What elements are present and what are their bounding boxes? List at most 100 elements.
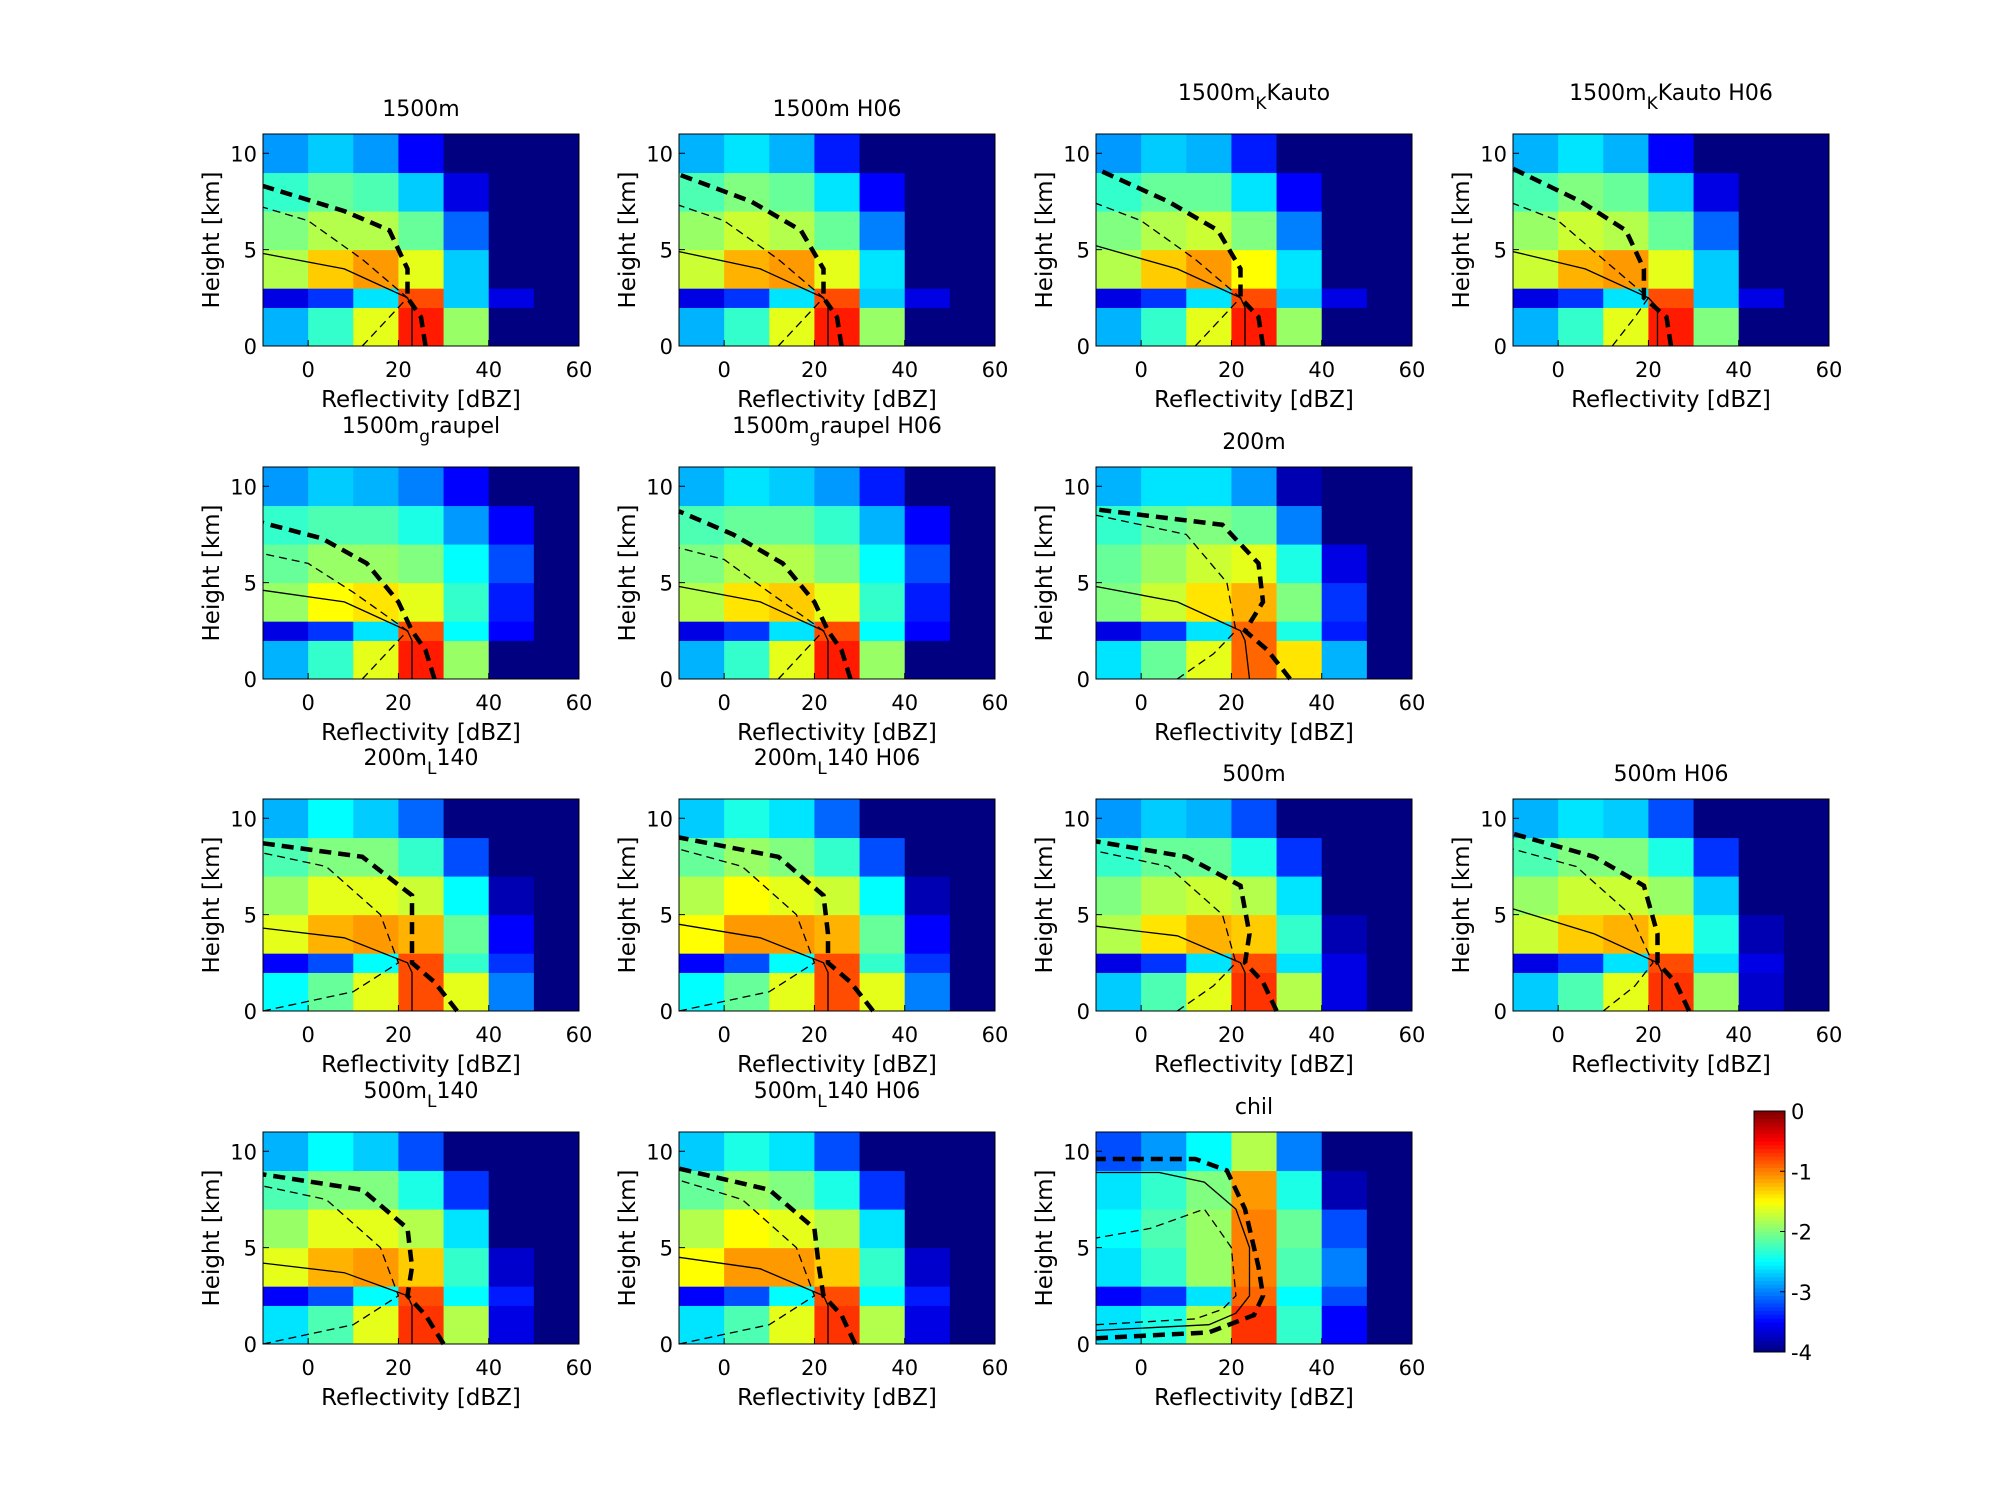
heatmap-cell	[1276, 505, 1323, 545]
heatmap-cell	[1186, 621, 1232, 641]
y-tick-label: 5	[1494, 904, 1507, 928]
y-axis-label: Height [km]	[615, 836, 641, 973]
heatmap-cell	[904, 1209, 951, 1249]
heatmap-cell	[949, 544, 996, 584]
heatmap-cell	[1603, 914, 1649, 954]
y-axis-label: Height [km]	[199, 171, 225, 308]
heatmap-cell	[398, 505, 445, 545]
heatmap-cell	[488, 640, 535, 680]
heatmap-cell	[724, 307, 770, 347]
heatmap-cell	[769, 972, 815, 1012]
profile-line	[1512, 908, 1663, 1011]
heatmap-cell	[679, 914, 725, 954]
colorbar-swatch	[1754, 1114, 1785, 1120]
heatmap-cell	[814, 837, 861, 877]
heatmap-cell	[949, 837, 996, 877]
heatmap-cell	[814, 544, 861, 584]
heatmap-cell	[949, 876, 996, 916]
heatmap-cell	[904, 544, 951, 584]
heatmap-cell	[443, 1209, 490, 1249]
title-part: chil	[1235, 1095, 1273, 1120]
heatmap-cell	[1231, 1305, 1278, 1345]
heatmap-cell	[949, 211, 996, 251]
heatmap-cell	[679, 640, 725, 680]
heatmap-cell	[679, 249, 725, 289]
y-tick-label: 10	[1063, 1140, 1090, 1164]
heatmap-cell	[1603, 172, 1649, 212]
heatmap-cell	[724, 249, 770, 289]
heatmap-cell	[859, 1286, 906, 1306]
colorbar-swatch	[1754, 1118, 1785, 1123]
heatmap-cell	[859, 621, 906, 641]
heatmap-cell	[1366, 1305, 1413, 1345]
profile-line	[678, 835, 875, 1013]
colorbar-swatch	[1754, 1272, 1785, 1278]
heatmap-cell	[1186, 544, 1232, 584]
x-tick-label: 60	[1816, 358, 1843, 382]
heatmap-cell	[679, 953, 725, 973]
heatmap-cell	[398, 876, 445, 916]
heatmap-cell	[679, 876, 725, 916]
heatmap-cell	[1513, 134, 1559, 174]
profile-line	[262, 852, 400, 1012]
heatmap-cell	[1366, 1286, 1413, 1306]
heatmap-cell	[353, 799, 399, 839]
colorbar-swatch	[1754, 1152, 1785, 1157]
x-axis-label: Reflectivity [dBZ]	[737, 1385, 937, 1411]
panel-title: 1500mgraupel H06	[732, 414, 942, 447]
heatmap-cell	[1513, 799, 1559, 839]
x-tick-label: 20	[801, 1356, 828, 1380]
x-tick-label: 60	[982, 358, 1009, 382]
heatmap-cell	[1738, 249, 1785, 289]
heatmap-cell	[443, 1247, 490, 1287]
axes-frame	[1095, 798, 1413, 1012]
heatmap-cell	[724, 211, 770, 251]
heatmap-cell	[488, 134, 535, 174]
x-tick-label: 0	[717, 1356, 730, 1380]
colorbar-swatch	[1754, 1314, 1785, 1319]
x-tick-label: 0	[717, 691, 730, 715]
heatmap-cell	[308, 1132, 354, 1172]
heatmap-cell	[533, 505, 580, 545]
heatmap-cell	[949, 307, 996, 347]
colorbar-tick-label: -3	[1791, 1281, 1812, 1305]
title-part: 500m H06	[1614, 762, 1729, 787]
y-axis-label: Height [km]	[199, 836, 225, 973]
heatmap-cell	[1186, 640, 1232, 680]
x-tick-label: 40	[1308, 1356, 1335, 1380]
y-tick-label: 0	[660, 668, 673, 692]
heatmap-cell	[1276, 1247, 1323, 1287]
heatmap-cell	[1321, 134, 1368, 174]
colorbar-swatch	[1754, 1348, 1785, 1353]
heatmap-cell	[1096, 544, 1142, 584]
x-tick-label: 0	[301, 1356, 314, 1380]
heatmap-cell	[533, 972, 580, 1012]
heatmap-cell	[308, 953, 354, 973]
heatmap-cell	[488, 544, 535, 584]
x-tick-label: 20	[801, 358, 828, 382]
x-tick-label: 60	[1816, 1023, 1843, 1047]
heatmap-cell	[1321, 837, 1368, 877]
profile-line	[1512, 166, 1674, 347]
heatmap-cell	[1366, 640, 1413, 680]
axes-frame	[1095, 466, 1413, 680]
heatmap-cell	[1186, 1170, 1232, 1210]
heatmap-cell	[724, 1305, 770, 1345]
x-tick-label: 20	[801, 691, 828, 715]
colorbar-swatch	[1754, 1325, 1785, 1330]
colorbar-swatch	[1754, 1216, 1785, 1221]
heatmap-cell	[1558, 288, 1604, 308]
heatmap-cell	[443, 876, 490, 916]
profile-line	[262, 841, 459, 1013]
heatmap-cell	[769, 505, 815, 545]
title-part: 140 H06	[827, 1079, 921, 1104]
colorbar-swatch	[1754, 1250, 1785, 1255]
heatmap-cell	[1366, 837, 1413, 877]
heatmap-cell	[859, 953, 906, 973]
colorbar-swatch	[1754, 1303, 1785, 1308]
y-axis-label: Height [km]	[615, 504, 641, 641]
colorbar-swatch	[1754, 1186, 1785, 1191]
title-part: 1500m H06	[773, 97, 902, 122]
panel-title: 1500mKKauto H06	[1569, 81, 1773, 114]
x-axis-label: Reflectivity [dBZ]	[737, 1052, 937, 1078]
